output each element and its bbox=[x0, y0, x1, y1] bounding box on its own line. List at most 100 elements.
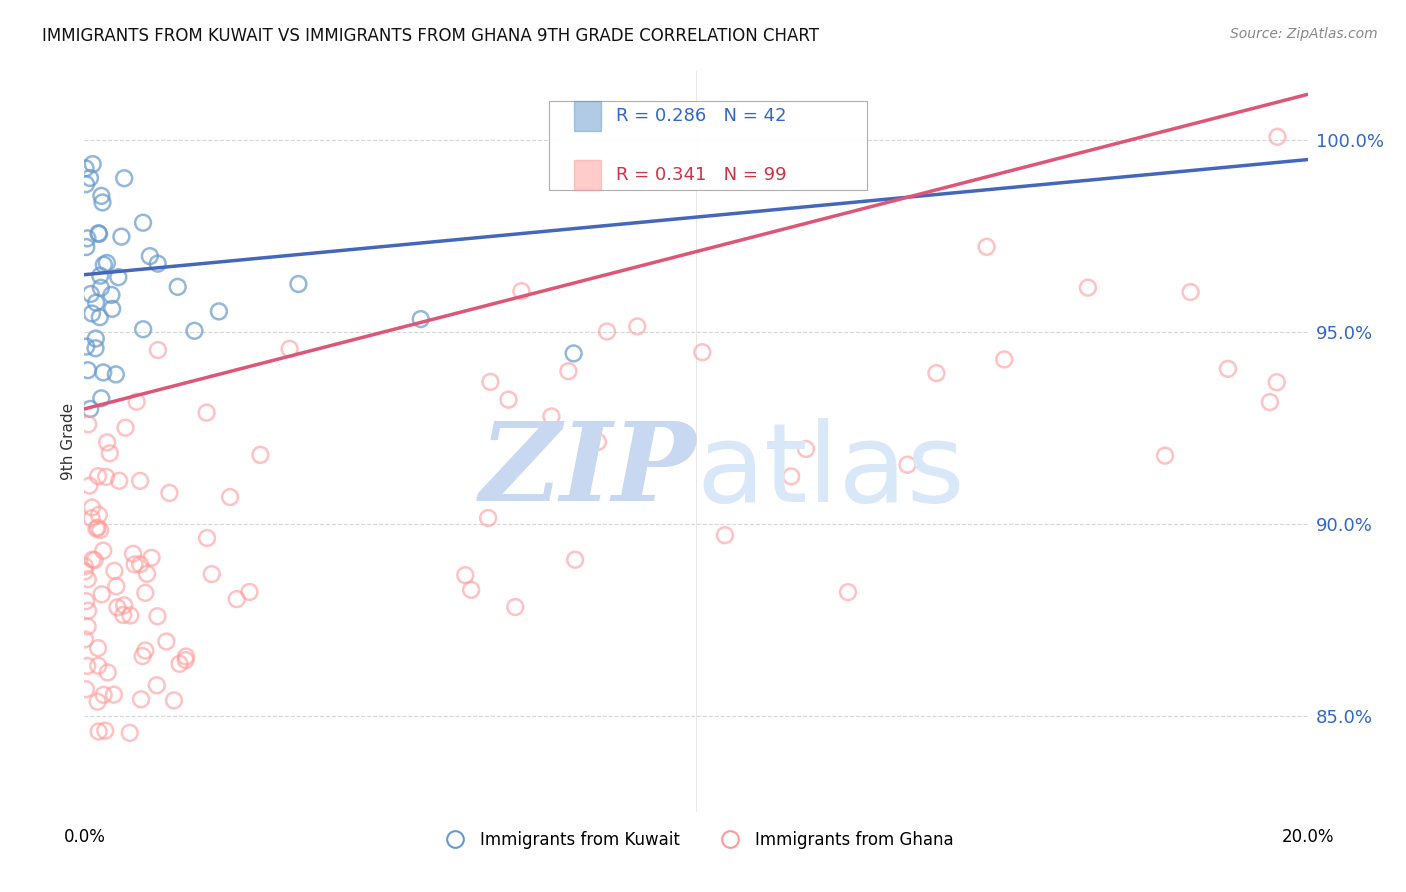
Point bbox=[96, 256, 118, 270]
Point bbox=[146, 609, 169, 624]
Point bbox=[75, 682, 97, 697]
FancyBboxPatch shape bbox=[574, 161, 600, 190]
Point bbox=[498, 392, 520, 407]
Point bbox=[596, 325, 619, 339]
Point bbox=[75, 240, 97, 254]
Point bbox=[77, 604, 100, 618]
Point bbox=[1267, 129, 1289, 144]
Point bbox=[110, 229, 132, 244]
Point bbox=[93, 258, 115, 272]
Point bbox=[76, 363, 98, 377]
Point bbox=[89, 523, 111, 537]
Point bbox=[132, 216, 155, 230]
Point bbox=[112, 607, 135, 622]
Point bbox=[83, 553, 105, 567]
Point bbox=[477, 511, 499, 525]
Point bbox=[90, 281, 112, 295]
Point bbox=[98, 446, 121, 460]
Point bbox=[104, 368, 127, 382]
Point bbox=[114, 420, 136, 434]
Point bbox=[87, 227, 110, 241]
Point bbox=[278, 342, 301, 356]
Point bbox=[76, 572, 98, 586]
Point bbox=[747, 165, 769, 179]
Point bbox=[169, 657, 191, 671]
Y-axis label: 9th Grade: 9th Grade bbox=[60, 403, 76, 480]
Point bbox=[80, 511, 103, 525]
Point bbox=[75, 594, 97, 608]
FancyBboxPatch shape bbox=[550, 101, 868, 190]
Point bbox=[84, 341, 107, 355]
Text: IMMIGRANTS FROM KUWAIT VS IMMIGRANTS FROM GHANA 9TH GRADE CORRELATION CHART: IMMIGRANTS FROM KUWAIT VS IMMIGRANTS FRO… bbox=[42, 27, 820, 45]
Point bbox=[86, 695, 108, 709]
Point bbox=[75, 340, 97, 354]
Point bbox=[80, 306, 103, 320]
Point bbox=[132, 322, 155, 336]
Point bbox=[225, 592, 247, 607]
Point bbox=[195, 406, 218, 420]
Point bbox=[557, 364, 579, 378]
Point bbox=[219, 490, 242, 504]
Point bbox=[87, 226, 110, 240]
Point bbox=[174, 653, 197, 667]
Point bbox=[77, 417, 100, 432]
Point bbox=[503, 600, 526, 615]
Point bbox=[75, 161, 97, 176]
Point bbox=[73, 632, 96, 647]
Point bbox=[896, 458, 918, 472]
Point bbox=[87, 469, 110, 483]
Point bbox=[118, 726, 141, 740]
Point bbox=[79, 401, 101, 416]
Point bbox=[73, 565, 96, 579]
Point bbox=[101, 301, 124, 316]
Point bbox=[87, 508, 110, 522]
Point bbox=[79, 478, 101, 492]
Point bbox=[1258, 395, 1281, 409]
Point bbox=[159, 486, 181, 500]
Point bbox=[131, 649, 153, 664]
Point bbox=[146, 257, 169, 271]
Point bbox=[91, 543, 114, 558]
Point bbox=[84, 332, 107, 346]
Point bbox=[103, 564, 125, 578]
Point bbox=[155, 634, 177, 648]
Point bbox=[82, 157, 104, 171]
Point bbox=[479, 375, 502, 389]
Point bbox=[1154, 449, 1177, 463]
Point bbox=[238, 585, 260, 599]
Point bbox=[76, 231, 98, 245]
Point bbox=[80, 500, 103, 515]
Text: atlas: atlas bbox=[696, 417, 965, 524]
Point bbox=[1180, 285, 1202, 299]
Point bbox=[1077, 280, 1099, 294]
Point bbox=[837, 585, 859, 599]
Point bbox=[139, 249, 162, 263]
Point bbox=[124, 558, 146, 572]
Point bbox=[90, 189, 112, 203]
Point bbox=[249, 448, 271, 462]
Point bbox=[562, 346, 585, 360]
Point bbox=[105, 600, 128, 615]
Point bbox=[120, 608, 142, 623]
Point bbox=[86, 520, 108, 534]
Point bbox=[564, 552, 586, 566]
Point bbox=[108, 474, 131, 488]
Point bbox=[208, 304, 231, 318]
Point bbox=[146, 343, 169, 357]
Point bbox=[714, 528, 737, 542]
Point bbox=[93, 688, 115, 702]
Point bbox=[91, 366, 114, 380]
Point bbox=[105, 579, 128, 593]
FancyBboxPatch shape bbox=[574, 101, 600, 130]
Point bbox=[692, 345, 714, 359]
Point bbox=[146, 678, 169, 692]
Point bbox=[103, 688, 125, 702]
Point bbox=[90, 587, 112, 601]
Text: R = 0.286   N = 42: R = 0.286 N = 42 bbox=[616, 107, 787, 125]
Point bbox=[129, 692, 152, 706]
Text: ZIP: ZIP bbox=[479, 417, 696, 524]
Point bbox=[586, 434, 609, 449]
Point bbox=[94, 470, 117, 484]
Point bbox=[89, 268, 111, 283]
Point bbox=[626, 319, 648, 334]
